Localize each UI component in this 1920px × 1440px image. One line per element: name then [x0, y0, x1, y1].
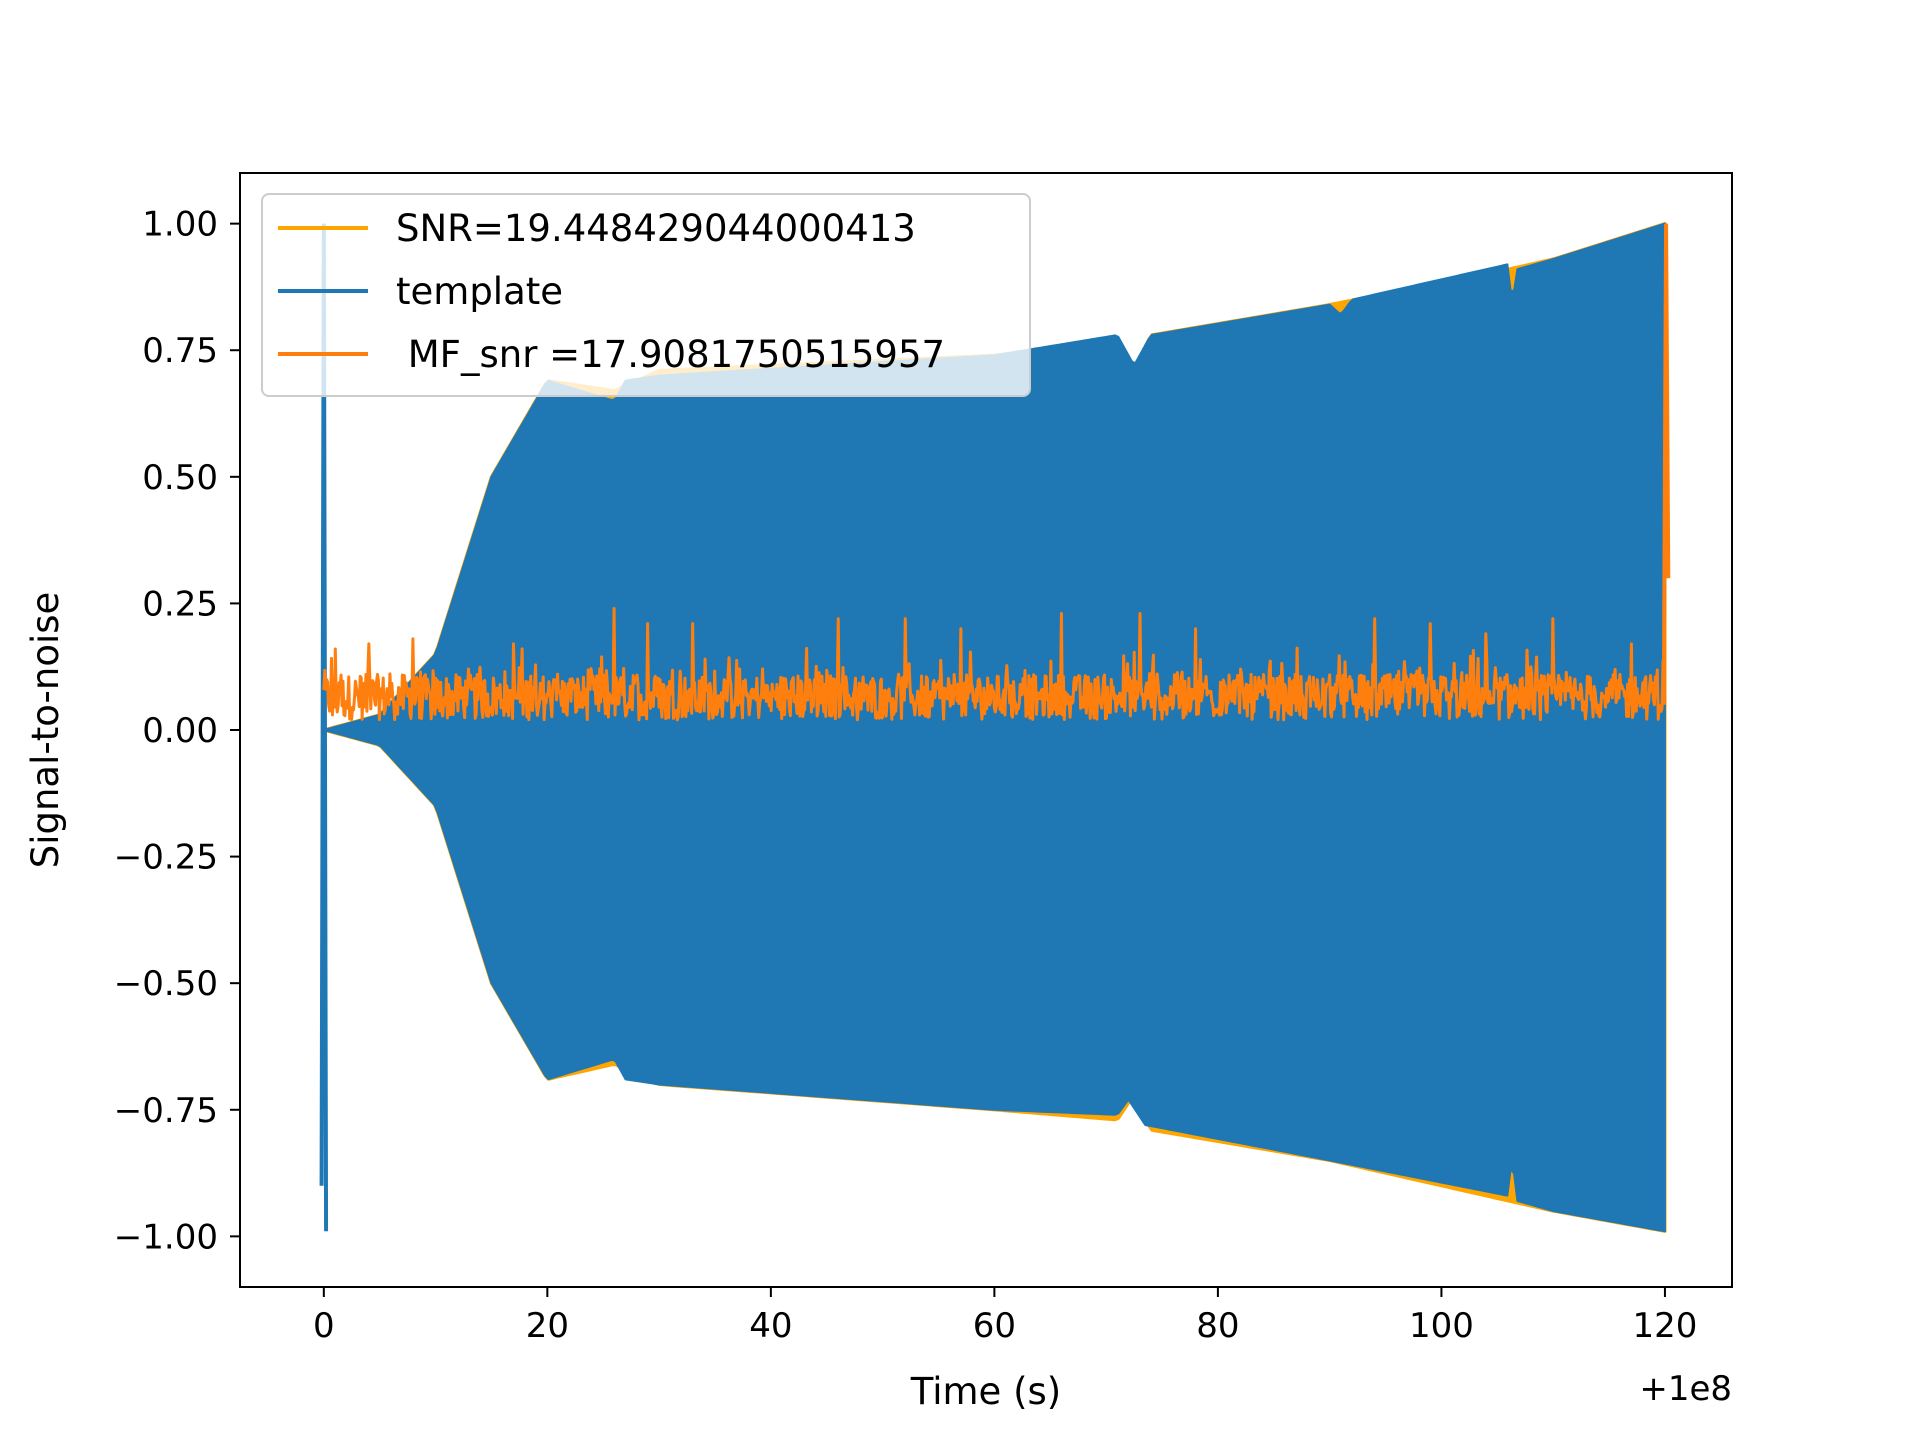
x-tick-label: 80 [1196, 1306, 1239, 1346]
y-tick-label: −1.00 [114, 1217, 218, 1257]
x-tick-label: 100 [1409, 1306, 1474, 1346]
x-tick-label: 0 [313, 1306, 335, 1346]
x-axis: 0 20 40 60 80 100 120 [313, 1287, 1697, 1346]
y-axis-label: Signal-to-noise [24, 592, 67, 869]
y-tick-label: 0.25 [142, 584, 218, 624]
y-tick-label: 0.75 [142, 331, 218, 371]
x-tick-label: 40 [749, 1306, 792, 1346]
x-tick-label: 120 [1632, 1306, 1697, 1346]
legend-label-snr: SNR=19.448429044000413 [396, 207, 916, 250]
y-tick-label: −0.75 [114, 1091, 218, 1131]
series-mf-snr-end-spike [1661, 223, 1671, 705]
legend: SNR=19.448429044000413 template MF_snr =… [261, 193, 1031, 397]
y-axis: 1.00 0.75 0.50 0.25 0.00 −0.25 −0.50 −0.75 −1.00 [114, 205, 240, 1257]
y-tick-label: 1.00 [142, 205, 218, 245]
y-tick-label: 0.50 [142, 458, 218, 498]
y-tick-label: −0.25 [114, 838, 218, 878]
y-tick-label: 0.00 [142, 711, 218, 751]
legend-box [261, 193, 1031, 397]
x-tick-label: 60 [973, 1306, 1016, 1346]
x-axis-offset-label: +1e8 [1639, 1369, 1732, 1409]
legend-label-template: template [396, 270, 563, 313]
legend-label-mf-snr: MF_snr =17.9081750515957 [396, 333, 945, 376]
x-tick-label: 20 [526, 1306, 569, 1346]
y-tick-label: −0.50 [114, 964, 218, 1004]
series-layer [319, 222, 1671, 1233]
series-mf-snr-line [322, 606, 1667, 722]
x-axis-label: Time (s) [910, 1370, 1061, 1413]
